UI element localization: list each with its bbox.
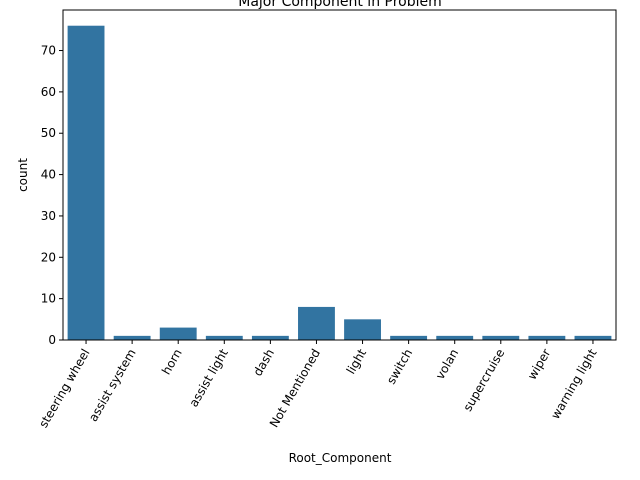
y-tick-label: 0 xyxy=(48,333,56,347)
bar-switch xyxy=(390,335,428,340)
x-tick-label: horn xyxy=(159,347,185,378)
bars-group xyxy=(67,25,612,341)
x-tick-label: volan xyxy=(433,347,461,382)
bar-not-mentioned xyxy=(298,306,335,340)
bar-volan xyxy=(436,335,474,340)
bar-dash xyxy=(251,335,289,340)
x-axis-label: Root_Component xyxy=(289,451,392,465)
y-tick-label: 50 xyxy=(41,126,56,140)
chart-title: Major Component in Problem xyxy=(238,0,442,10)
x-tick-label: switch xyxy=(384,347,415,387)
bar-steering-wheel xyxy=(67,25,105,341)
plot-frame xyxy=(62,9,617,341)
bar-horn xyxy=(159,327,197,340)
x-tick-label: assist system xyxy=(86,347,139,424)
y-axis-label: count xyxy=(16,158,30,192)
bar-light xyxy=(344,319,381,340)
y-tick-label: 30 xyxy=(41,209,56,223)
y-tick-label: 70 xyxy=(41,44,56,58)
bar-assist-system xyxy=(113,335,151,340)
x-tick-label: warning light xyxy=(548,346,600,421)
y-tick-label: 40 xyxy=(41,168,56,182)
x-tick-label: wiper xyxy=(525,346,554,382)
bar-warning-light xyxy=(574,335,612,340)
x-tick-label: dash xyxy=(250,347,277,379)
x-tick-label: supercruise xyxy=(460,347,507,414)
x-tick-label: Not Mentioned xyxy=(267,347,323,430)
bar-assist-light xyxy=(205,335,243,340)
y-axis: 0 10 20 30 40 50 60 70 xyxy=(41,44,63,347)
bar-wiper xyxy=(528,335,566,340)
y-tick-label: 10 xyxy=(41,292,56,306)
x-tick-label: light xyxy=(344,346,370,376)
y-tick-label: 20 xyxy=(41,250,56,264)
x-tick-label: assist light xyxy=(186,346,231,409)
bar-supercruise xyxy=(482,335,520,340)
x-tick-label: steering wheel xyxy=(36,347,92,431)
y-tick-label: 60 xyxy=(41,85,56,99)
